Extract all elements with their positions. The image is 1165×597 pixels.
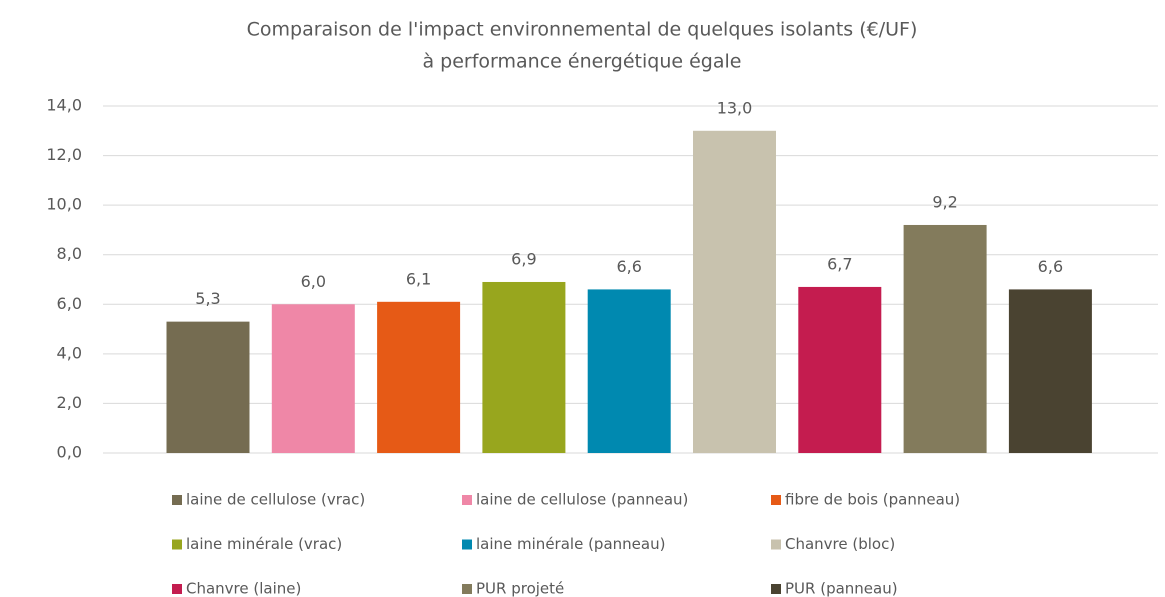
y-tick-label: 10,0: [46, 195, 82, 214]
data-label: 6,6: [616, 257, 641, 276]
y-tick-label: 2,0: [57, 393, 82, 412]
legend-label: PUR projeté: [476, 580, 564, 597]
data-label: 13,0: [717, 98, 753, 117]
legend-swatch: [172, 495, 182, 505]
bar: [693, 130, 776, 454]
y-tick-label: 4,0: [57, 343, 82, 362]
bar: [271, 304, 355, 453]
legend-label: PUR (panneau): [785, 580, 898, 597]
data-label: 9,2: [932, 192, 957, 211]
bar: [377, 301, 461, 453]
legend-swatch: [771, 539, 781, 550]
chart-title: Comparaison de l'impact environnemental …: [247, 19, 918, 41]
data-label: 5,3: [195, 289, 220, 308]
legend-swatch: [172, 584, 182, 594]
legend-swatch: [462, 584, 472, 594]
y-tick-label: 6,0: [57, 294, 82, 313]
legend-label: Chanvre (bloc): [785, 535, 895, 553]
data-label: 6,6: [1038, 257, 1063, 276]
bar: [587, 289, 671, 453]
legend-label: Chanvre (laine): [186, 580, 301, 597]
data-label: 6,9: [511, 249, 536, 268]
data-label: 6,1: [406, 269, 431, 288]
bar: [798, 286, 882, 453]
legend-label: laine de cellulose (vrac): [186, 491, 365, 509]
legend-swatch: [771, 495, 781, 505]
legend-label: laine minérale (vrac): [186, 535, 342, 553]
y-tick-label: 8,0: [57, 244, 82, 263]
bar: [1008, 289, 1092, 453]
bar: [482, 281, 566, 453]
bar: [903, 224, 987, 453]
legend-swatch: [462, 495, 472, 505]
bar: [166, 321, 250, 453]
data-label: 6,7: [827, 254, 852, 273]
data-label: 6,0: [301, 272, 326, 291]
legend-swatch: [771, 584, 781, 594]
legend-swatch: [462, 539, 472, 550]
chart-title: à performance énergétique égale: [423, 51, 742, 73]
legend-label: laine minérale (panneau): [476, 535, 665, 553]
legend-swatch: [172, 539, 182, 550]
y-tick-label: 12,0: [46, 145, 82, 164]
legend-label: fibre de bois (panneau): [785, 491, 960, 509]
legend-label: laine de cellulose (panneau): [476, 491, 688, 509]
y-tick-label: 0,0: [57, 443, 82, 462]
y-tick-label: 14,0: [46, 96, 82, 115]
